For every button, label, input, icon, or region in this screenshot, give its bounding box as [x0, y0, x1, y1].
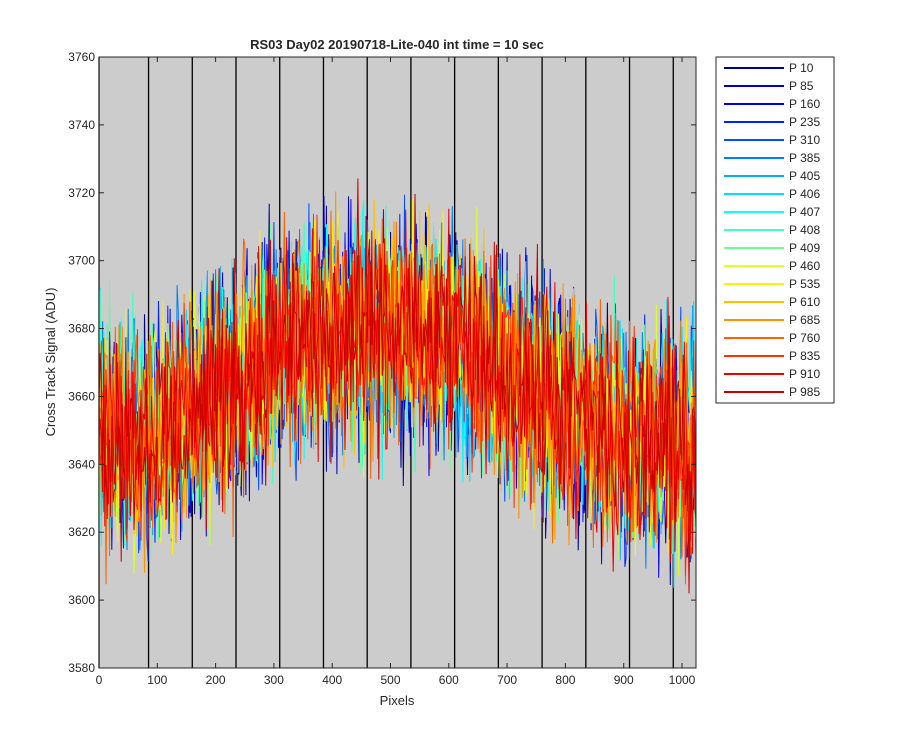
x-tick-label-4: 400 — [322, 673, 342, 687]
x-tick-label-7: 700 — [497, 673, 517, 687]
legend-label-14: P 685 — [789, 313, 820, 327]
series-line-18 — [98, 178, 697, 594]
y-tick-label-1: 3600 — [68, 593, 95, 607]
legend-label-7: P 406 — [789, 187, 820, 201]
legend-label-9: P 408 — [789, 223, 820, 237]
x-axis-label: Pixels — [380, 693, 415, 708]
y-tick-label-4: 3660 — [68, 389, 95, 403]
x-tick-label-9: 900 — [614, 673, 634, 687]
y-tick-label-9: 3760 — [68, 50, 95, 64]
y-axis-label: Cross Track Signal (ADU) — [43, 288, 58, 437]
legend-label-4: P 310 — [789, 133, 820, 147]
legend-label-13: P 610 — [789, 295, 820, 309]
x-tick-label-2: 200 — [206, 673, 226, 687]
legend-label-3: P 235 — [789, 115, 820, 129]
x-tick-label-3: 300 — [264, 673, 284, 687]
legend-label-2: P 160 — [789, 97, 820, 111]
x-tick-label-0: 0 — [96, 673, 103, 687]
y-axis-ticks: 3580 3600 3620 3640 3660 3680 3700 3720 3740 3760 — [68, 50, 696, 675]
y-tick-label-0: 3580 — [68, 661, 95, 675]
y-tick-label-7: 3720 — [68, 186, 95, 200]
plot-frame — [98, 56, 697, 669]
legend-label-6: P 405 — [789, 169, 820, 183]
legend-label-0: P 10 — [789, 61, 814, 75]
x-tick-label-1: 100 — [147, 673, 167, 687]
x-tick-label-8: 800 — [555, 673, 575, 687]
x-tick-label-5: 500 — [380, 673, 400, 687]
legend-label-11: P 460 — [789, 259, 820, 273]
legend-label-10: P 409 — [789, 241, 820, 255]
legend-label-12: P 535 — [789, 277, 820, 291]
series-lines — [98, 178, 697, 594]
y-tick-label-8: 3740 — [68, 118, 95, 132]
legend-label-1: P 85 — [789, 79, 814, 93]
legend-label-5: P 385 — [789, 151, 820, 165]
y-tick-label-3: 3640 — [68, 457, 95, 471]
series-line-17 — [98, 208, 697, 572]
y-tick-label-5: 3680 — [68, 322, 95, 336]
y-tick-label-2: 3620 — [68, 525, 95, 539]
legend-label-15: P 760 — [789, 331, 820, 345]
legend-items: P 10 P 85 P 160 P 235 P 310 P 385 P 405 P 406 P … — [724, 61, 820, 399]
y-tick-label-6: 3700 — [68, 254, 95, 268]
chart-title: RS03 Day02 20190718-Lite-040 int time = … — [250, 37, 544, 52]
x-tick-label-10: 1000 — [669, 673, 696, 687]
legend: P 10 P 85 P 160 P 235 P 310 P 385 P 405 P 406 P … — [715, 56, 835, 404]
x-tick-label-6: 600 — [439, 673, 459, 687]
legend-label-17: P 910 — [789, 367, 820, 381]
legend-label-16: P 835 — [789, 349, 820, 363]
legend-label-8: P 407 — [789, 205, 820, 219]
legend-label-18: P 985 — [789, 385, 820, 399]
x-axis-ticks: 0 100 200 300 400 500 600 700 800 900 1000 — [96, 57, 696, 687]
